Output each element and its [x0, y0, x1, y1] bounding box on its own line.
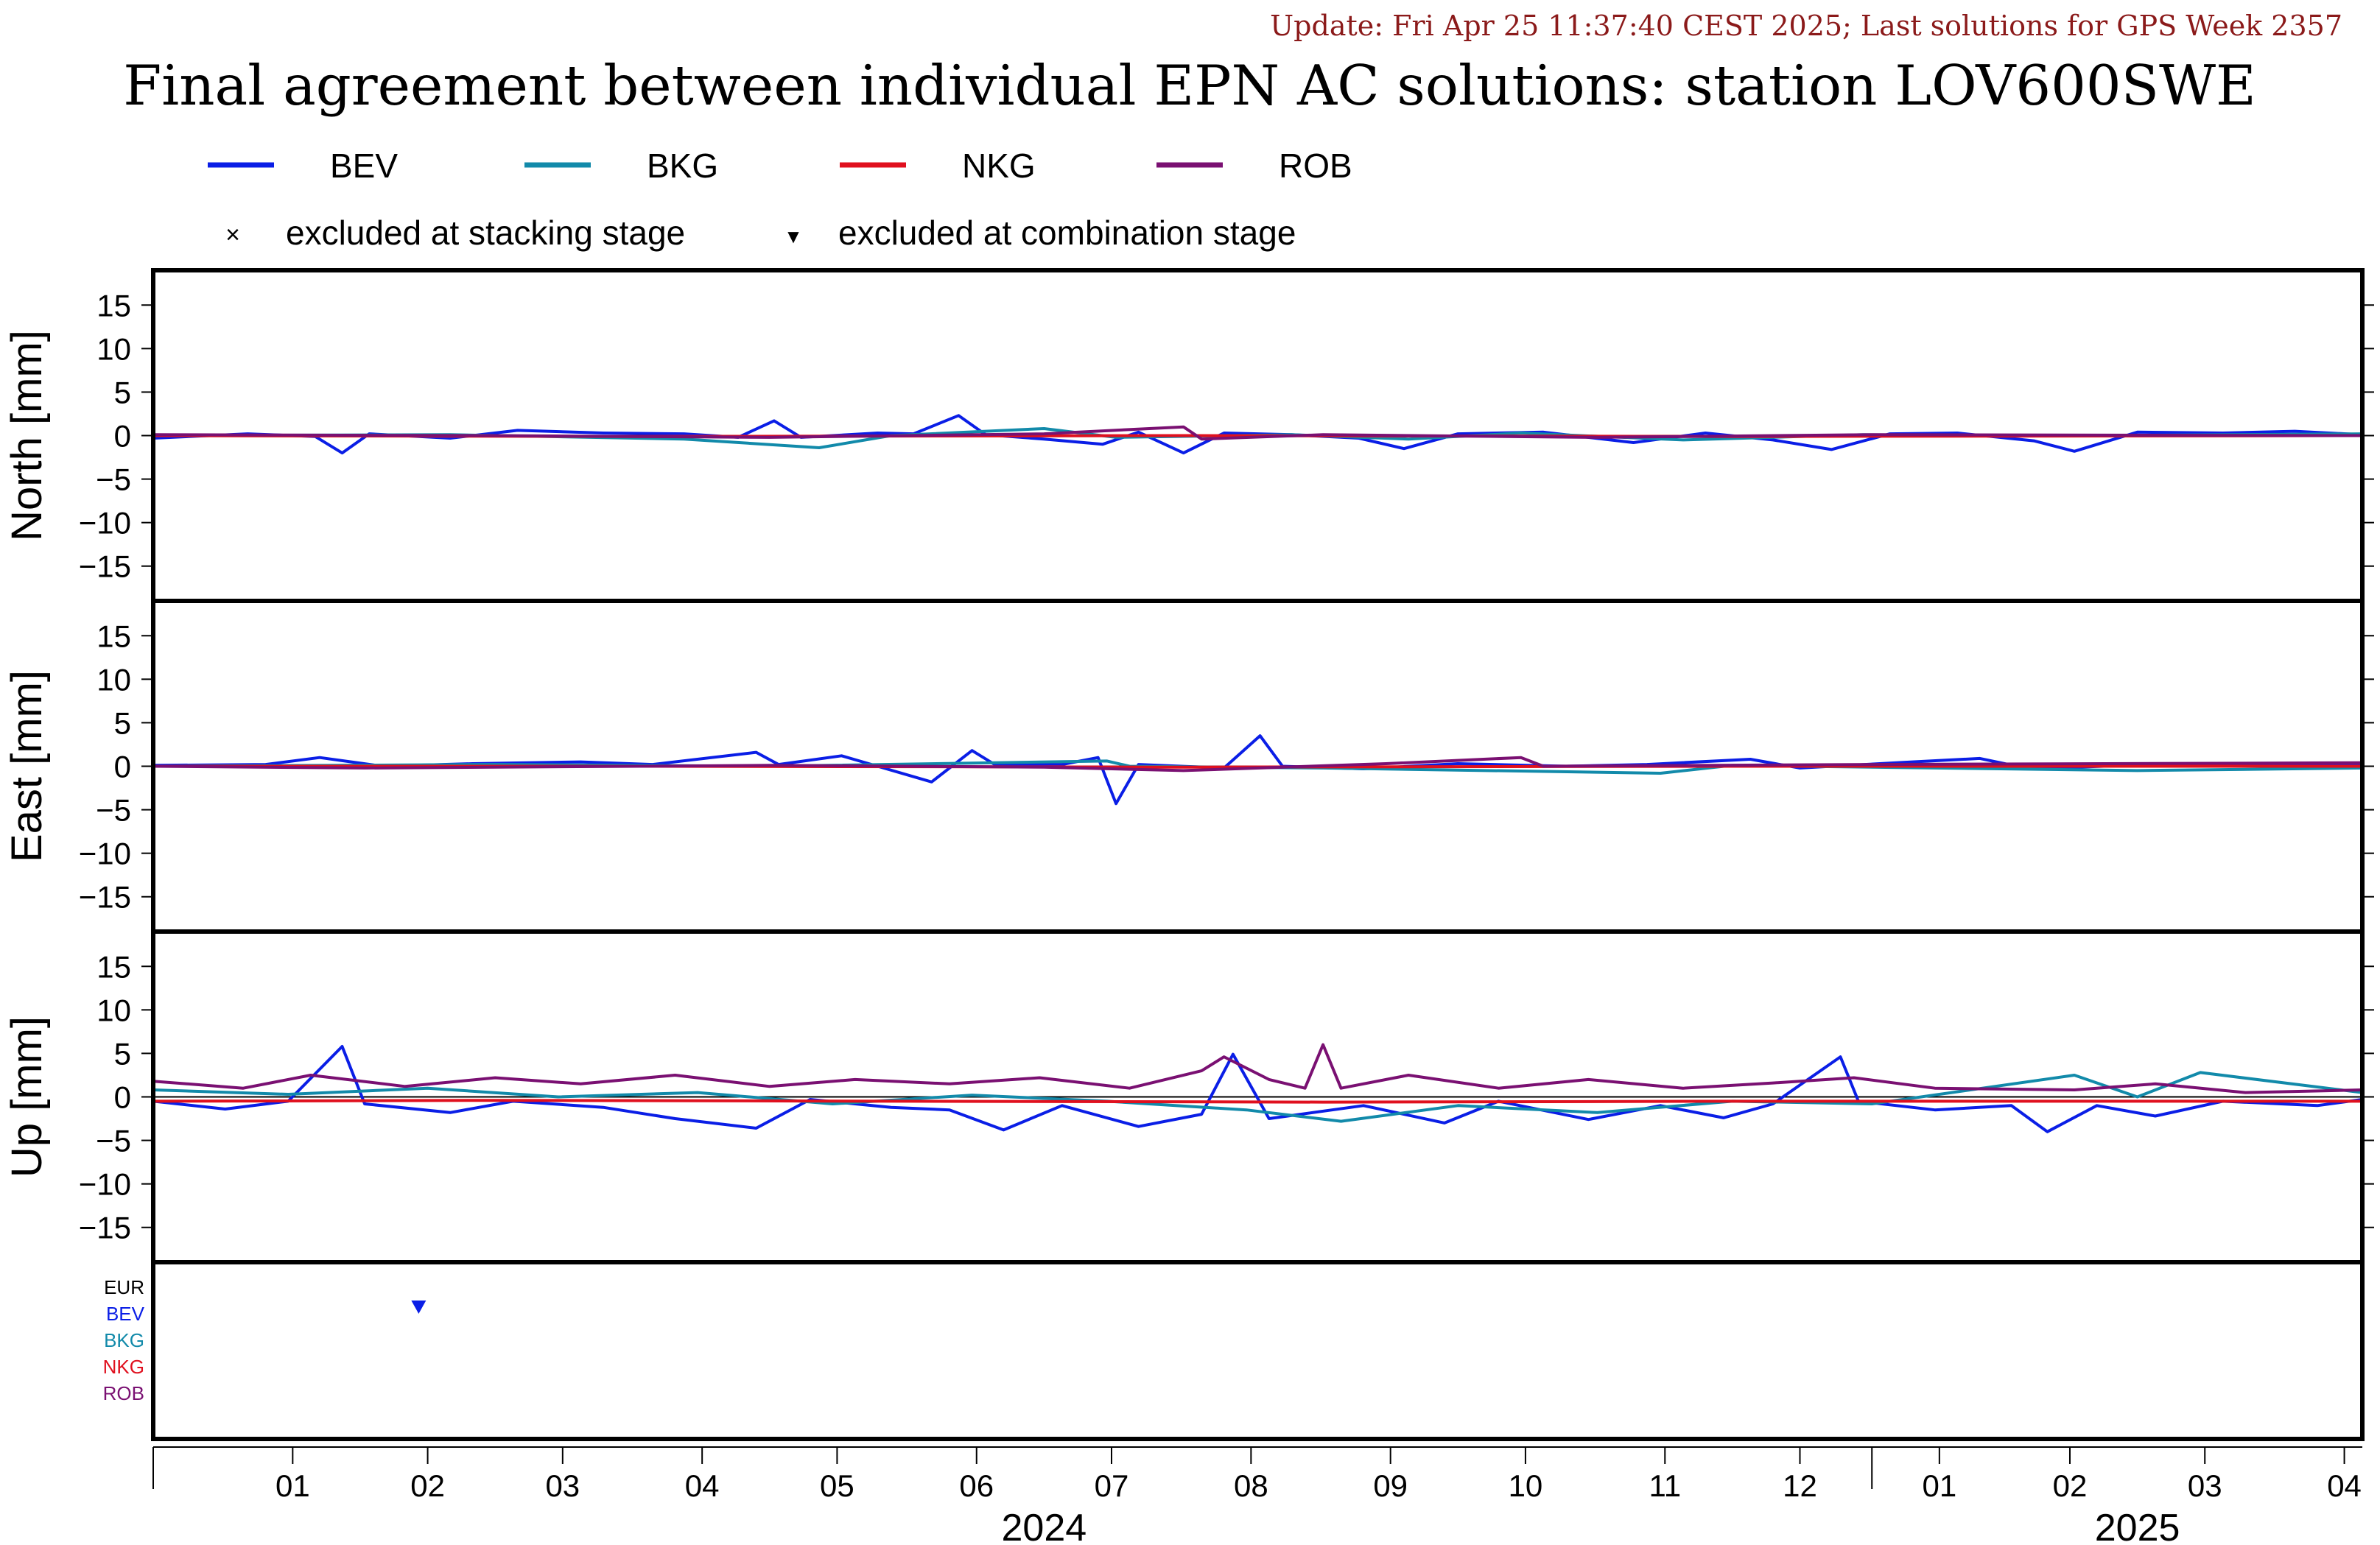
- y-tick-label: 5: [114, 375, 131, 409]
- series-line-rob: [153, 1043, 2362, 1094]
- series-line-rob: [153, 425, 2362, 441]
- x-month-label: 04: [685, 1468, 720, 1503]
- y-tick-label: −15: [79, 549, 131, 584]
- legend-label-bkg: BKG: [647, 147, 718, 185]
- y-tick-label: 5: [114, 1036, 131, 1071]
- x-month-label: 07: [1095, 1468, 1129, 1503]
- panel-east: 15 10 5 0 −5 −10 −15 East [mm]: [3, 599, 2374, 934]
- x-month-label: 10: [1509, 1468, 1543, 1503]
- x-marker-icon: ×: [225, 221, 240, 249]
- exclusion-row-label: BEV: [106, 1303, 145, 1325]
- y-tick-label: 15: [96, 949, 131, 984]
- exclusion-row-label: ROB: [103, 1382, 144, 1404]
- exclusion-row-label: BKG: [104, 1329, 144, 1351]
- x-month-label: 02: [410, 1468, 445, 1503]
- x-month-label: 03: [545, 1468, 580, 1503]
- triangle-marker-icon: ▼: [784, 225, 803, 247]
- x-month-label: 08: [1234, 1468, 1268, 1503]
- y-tick-label: 0: [114, 419, 131, 454]
- x-month-label: 01: [1922, 1468, 1956, 1503]
- y-tick-label: −10: [79, 506, 131, 541]
- y-tick-label: 10: [96, 993, 131, 1027]
- y-tick-label: −10: [79, 1167, 131, 1202]
- y-tick-label: 10: [96, 331, 131, 366]
- y-tick-label: −5: [96, 793, 131, 828]
- legend-combination-label: excluded at combination stage: [838, 214, 1296, 252]
- y-tick-label: −15: [79, 1211, 131, 1245]
- x-month-label: 02: [2053, 1468, 2088, 1503]
- y-tick-label: −5: [96, 1124, 131, 1158]
- series-group: [153, 734, 2362, 806]
- exclusion-frame: [151, 1260, 2365, 1441]
- x-month-label: 03: [2188, 1468, 2222, 1503]
- legend-stacking-label: excluded at stacking stage: [286, 214, 685, 252]
- panel-north: 15 10 5 0 −5 −10 −15 North [mm]: [3, 268, 2374, 603]
- legend-label-bev: BEV: [330, 147, 398, 185]
- y-tick-label: −5: [96, 462, 131, 497]
- y-tick-label: 10: [96, 662, 131, 697]
- x-year-label: 2024: [1002, 1507, 1087, 1545]
- y-axis-label: East [mm]: [3, 670, 51, 862]
- series-line-bev: [153, 1045, 2362, 1133]
- y-tick-label: 15: [96, 288, 131, 323]
- x-month-label: 06: [959, 1468, 994, 1503]
- panels: 15 10 5 0 −5 −10 −15 North [mm] 15 10 5 0 −5 −10 −15 Ea…: [3, 268, 2374, 1264]
- exclusion-event-marker: [411, 1301, 426, 1314]
- update-notice: Update: Fri Apr 25 11:37:40 CEST 2025; L…: [1270, 10, 2342, 42]
- exclusion-row-label: EUR: [104, 1276, 144, 1298]
- series-group: [153, 414, 2362, 455]
- y-tick-label: 5: [114, 705, 131, 740]
- panel-up: 15 10 5 0 −5 −10 −15 Up [mm]: [3, 929, 2374, 1264]
- legend-label-nkg: NKG: [962, 147, 1036, 185]
- legend-label-rob: ROB: [1279, 147, 1352, 185]
- exclusion-panel: EUR BEV BKG NKG ROB: [103, 1260, 2365, 1441]
- series-group: [153, 1043, 2362, 1133]
- y-tick-label: −15: [79, 880, 131, 915]
- x-month-label: 09: [1373, 1468, 1408, 1503]
- x-month-label: 04: [2327, 1468, 2362, 1503]
- x-month-label: 05: [820, 1468, 854, 1503]
- y-tick-label: 0: [114, 1080, 131, 1115]
- chart-title: Final agreement between individual EPN A…: [123, 53, 2256, 118]
- series-line-rob: [153, 756, 2362, 772]
- legend: BEV BKG NKG ROB × excluded at stacking s…: [208, 147, 1352, 252]
- y-axis-label: Up [mm]: [3, 1016, 51, 1178]
- x-month-label: 01: [275, 1468, 310, 1503]
- y-tick-label: −10: [79, 837, 131, 871]
- x-month-label: 12: [1783, 1468, 1817, 1503]
- y-tick-label: 0: [114, 750, 131, 784]
- x-axis: 01 02 03 04 05 06 07 08 09 10 11 12 01 02 03 04 2024 202…: [152, 1446, 2362, 1545]
- series-line-nkg: [153, 1099, 2362, 1104]
- x-month-label: 11: [1649, 1468, 1681, 1503]
- y-tick-label: 15: [96, 619, 131, 653]
- series-line-bkg: [153, 1071, 2362, 1123]
- exclusion-row-label: NKG: [103, 1356, 144, 1378]
- x-year-label: 2025: [2095, 1507, 2180, 1545]
- y-axis-label: North [mm]: [3, 330, 51, 541]
- series-line-bev: [153, 414, 2362, 455]
